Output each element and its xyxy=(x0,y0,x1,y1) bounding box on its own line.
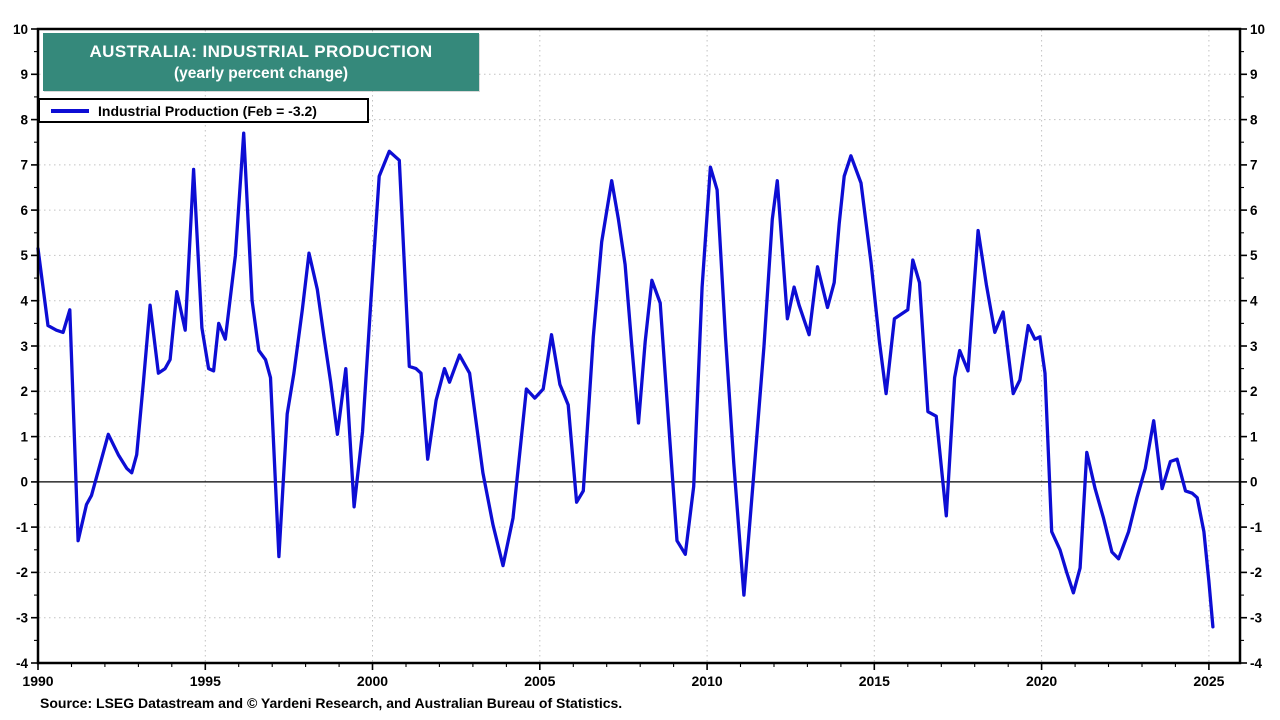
y-axis-label-left: 3 xyxy=(20,339,28,354)
x-axis-label: 2020 xyxy=(1026,673,1057,689)
y-axis-label-right: 4 xyxy=(1250,294,1258,309)
y-axis-label-right: 6 xyxy=(1250,203,1258,218)
y-axis-label-left: -2 xyxy=(16,565,28,580)
y-axis-label-right: 10 xyxy=(1250,22,1265,37)
y-axis-label-right: -1 xyxy=(1250,520,1262,535)
y-axis-label-right: 7 xyxy=(1250,158,1258,173)
x-axis-label: 2000 xyxy=(357,673,388,689)
y-axis-label-right: 1 xyxy=(1250,429,1258,444)
y-axis-label-right: 0 xyxy=(1250,475,1258,490)
x-axis-label: 1990 xyxy=(22,673,53,689)
y-axis-label-left: -4 xyxy=(16,656,28,671)
y-axis-label-right: 9 xyxy=(1250,67,1258,82)
y-axis-label-left: 0 xyxy=(20,475,28,490)
legend: Industrial Production (Feb = -3.2) xyxy=(38,98,369,123)
plot-frame xyxy=(36,27,1242,665)
chart-title: AUSTRALIA: INDUSTRIAL PRODUCTION xyxy=(89,41,433,61)
y-axis-label-right: 8 xyxy=(1250,112,1258,127)
y-axis-label-left: 4 xyxy=(20,294,28,309)
y-axis-label-right: -3 xyxy=(1250,611,1262,626)
industrial-production-line xyxy=(36,131,1215,629)
x-axis-label: 2025 xyxy=(1193,673,1224,689)
legend-label: Industrial Production (Feb = -3.2) xyxy=(98,102,317,119)
y-axis-label-right: -4 xyxy=(1250,656,1262,671)
y-axis-label-left: -1 xyxy=(16,520,28,535)
y-axis-label-right: 3 xyxy=(1250,339,1258,354)
y-axis-label-left: -3 xyxy=(16,611,28,626)
y-axis-label-left: 1 xyxy=(20,429,28,444)
y-axis-label-left: 7 xyxy=(20,158,28,173)
x-axis-label: 1995 xyxy=(190,673,221,689)
chart-title-box: AUSTRALIA: INDUSTRIAL PRODUCTION (yearly… xyxy=(43,33,479,91)
x-axis-label: 2005 xyxy=(524,673,555,689)
y-axis-label-left: 5 xyxy=(20,248,28,263)
chart-subtitle: (yearly percent change) xyxy=(173,64,348,82)
y-axis-label-left: 8 xyxy=(20,112,28,127)
x-axis-label: 2015 xyxy=(859,673,890,689)
y-axis-label-left: 10 xyxy=(13,22,28,37)
source-attribution: Source: LSEG Datastream and © Yardeni Re… xyxy=(40,695,623,711)
y-axis-label-right: 2 xyxy=(1250,384,1258,399)
y-axis-label-left: 9 xyxy=(20,67,28,82)
y-axis-label-right: 5 xyxy=(1250,248,1258,263)
y-axis-label-right: -2 xyxy=(1250,565,1262,580)
y-axis-label-left: 2 xyxy=(20,384,28,399)
legend-line-swatch xyxy=(51,108,89,113)
x-axis-label: 2010 xyxy=(692,673,723,689)
y-axis-label-left: 6 xyxy=(20,203,28,218)
